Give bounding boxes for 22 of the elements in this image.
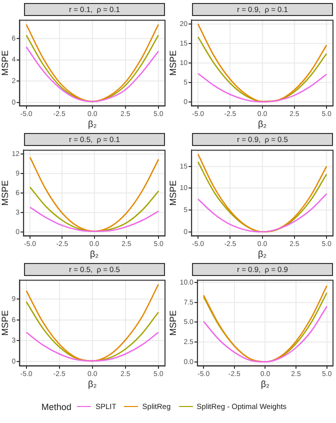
line-series bbox=[202, 306, 328, 362]
y-axis-title: MSPE bbox=[168, 180, 178, 206]
line-series bbox=[197, 193, 328, 233]
y-axis-title: MSPE bbox=[0, 180, 10, 206]
line-series bbox=[197, 23, 328, 102]
x-axis-title: β₂ bbox=[260, 379, 270, 390]
y-axis-title: MSPE bbox=[168, 310, 178, 336]
x-axis-title: β₂ bbox=[88, 119, 98, 130]
line-series bbox=[197, 72, 328, 103]
x-axis-title: β₂ bbox=[88, 379, 98, 390]
line-series bbox=[29, 206, 160, 232]
line-series bbox=[26, 332, 160, 362]
x-axis-title: β₂ bbox=[258, 249, 268, 260]
y-axis-title: MSPE bbox=[168, 50, 178, 76]
x-axis-title: β₂ bbox=[90, 249, 100, 260]
legend-title: Method bbox=[41, 402, 72, 412]
x-axis-title: β₂ bbox=[258, 119, 268, 130]
y-axis-title: MSPE bbox=[0, 50, 10, 76]
line-series bbox=[26, 46, 160, 102]
line-series bbox=[26, 284, 160, 362]
y-axis-title: MSPE bbox=[0, 310, 10, 336]
line-series bbox=[29, 156, 160, 232]
